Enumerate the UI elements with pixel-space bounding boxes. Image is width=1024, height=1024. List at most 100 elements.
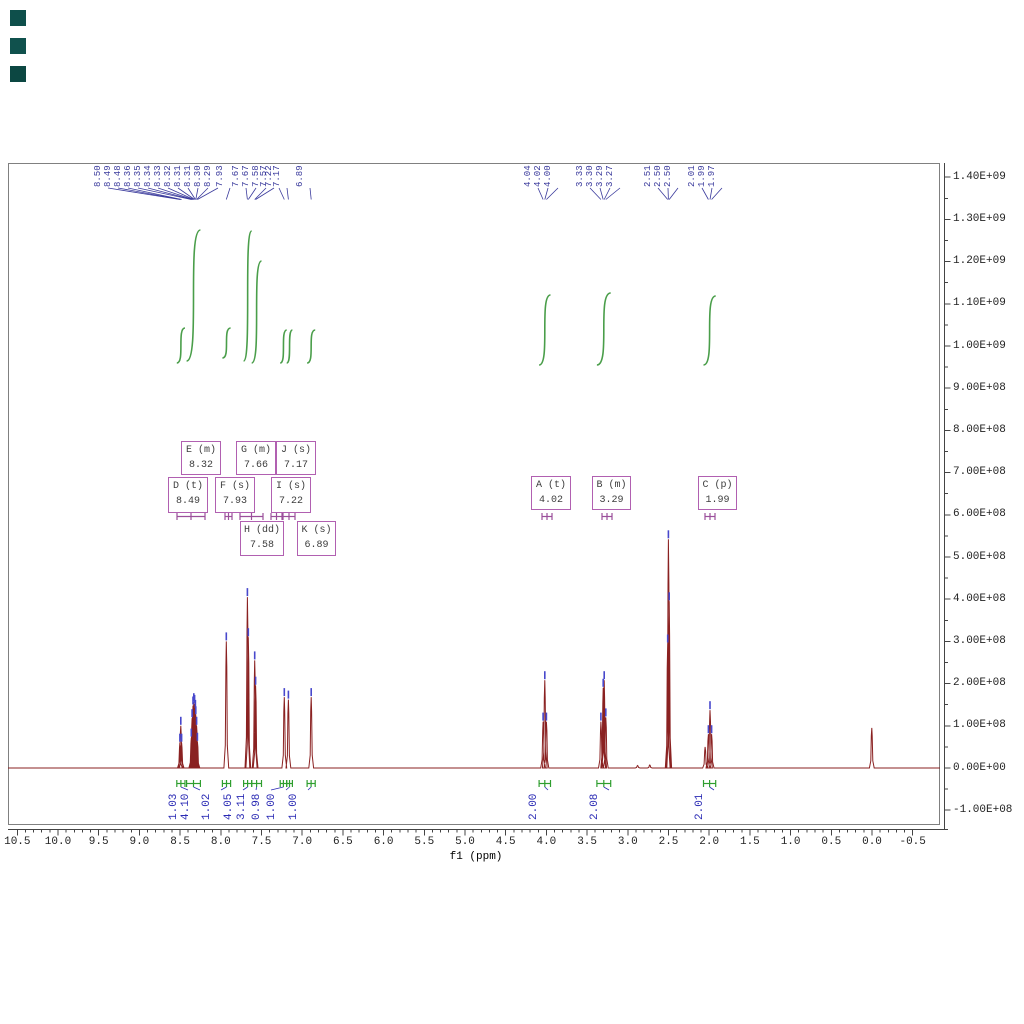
assignment-box: B (m) 3.29 — [592, 476, 631, 510]
peak-shift-label: 8.30 — [193, 165, 203, 187]
peak-shift-label: 4.04 — [523, 165, 533, 187]
x-axis-tick-label: 10.5 — [4, 836, 31, 848]
integral-value-label: 1.02 — [201, 793, 213, 820]
x-axis-tick-label: 6.0 — [373, 836, 394, 848]
peak-shift-label: 8.32 — [163, 165, 173, 187]
assignment-box: J (s) 7.17 — [276, 441, 316, 475]
integral-value-label: 0.98 — [251, 793, 263, 820]
assignment-label: D (t) — [172, 481, 203, 492]
x-axis-tick-label: 6.5 — [332, 836, 353, 848]
assignment-shift: 1.99 — [705, 494, 730, 506]
assignment-box: D (t) 8.49 — [168, 477, 208, 513]
nmr-plot-canvas — [8, 163, 951, 836]
y-axis-tick-label: -1.00E+08 — [953, 803, 1013, 816]
x-axis-tick-label: 2.0 — [699, 836, 720, 848]
peak-shift-label: 6.89 — [295, 165, 305, 187]
x-axis-tick-label: 1.0 — [780, 836, 801, 848]
peak-shift-label: 8.35 — [133, 165, 143, 187]
integral-curves — [176, 229, 717, 366]
y-axis-tick-label: 1.00E+09 — [953, 339, 1006, 352]
peak-shift-label: 8.34 — [143, 165, 153, 187]
peak-shift-label: 2.01 — [687, 165, 697, 187]
peak-shift-label: 3.27 — [605, 165, 615, 187]
y-axis-tick-label: 8.00E+08 — [953, 423, 1006, 436]
peak-shift-label: 3.33 — [575, 165, 585, 187]
assignment-label: F (s) — [219, 481, 250, 492]
y-axis-tick-label: 0.00E+00 — [953, 761, 1006, 774]
assignment-shift: 6.89 — [304, 539, 329, 551]
peak-pick-markers — [179, 530, 713, 742]
x-axis-tick-label: 9.0 — [129, 836, 150, 848]
plot-frame — [8, 163, 948, 830]
peak-shift-label: 1.99 — [697, 165, 707, 187]
peak-shift-label: 7.93 — [215, 165, 225, 187]
y-axis-tick-label: 1.30E+09 — [953, 212, 1006, 225]
assignment-label: I (s) — [275, 481, 306, 492]
x-axis-tick-label: 7.0 — [292, 836, 313, 848]
x-axis-tick-label: 0.5 — [821, 836, 842, 848]
peak-shift-label: 2.50 — [663, 165, 673, 187]
x-axis-tick-label: 2.5 — [658, 836, 679, 848]
peak-shift-label: 7.17 — [272, 165, 282, 187]
integral-value-label: 2.08 — [589, 793, 601, 820]
assignment-label: H (dd) — [243, 525, 280, 536]
x-axis-tick-label: 10.0 — [44, 836, 72, 848]
peak-shift-label: 2.50 — [653, 165, 663, 187]
assignment-label: C (p) — [702, 480, 733, 491]
assignment-box: C (p) 1.99 — [698, 476, 737, 510]
assignment-shift: 7.66 — [243, 459, 268, 471]
assignment-shift: 7.22 — [278, 495, 303, 507]
spectrum-trace — [8, 539, 940, 769]
x-axis-tick-label: 5.5 — [414, 836, 435, 848]
peak-shift-label: 8.36 — [123, 165, 133, 187]
x-axis-tick-label: 7.5 — [251, 836, 272, 848]
x-axis-title: f1 (ppm) — [449, 851, 503, 863]
integral-brackets — [176, 780, 717, 791]
corner-marker — [10, 38, 26, 54]
x-axis-tick-label: 4.5 — [495, 836, 516, 848]
assignment-shift: 7.17 — [283, 459, 308, 471]
y-axis-tick-label: 4.00E+08 — [953, 592, 1006, 605]
integral-value-label: 1.03 — [168, 793, 180, 820]
peak-shift-label: 2.51 — [643, 165, 653, 187]
peak-shift-label: 3.30 — [585, 165, 595, 187]
integral-value-label: 2.00 — [528, 793, 540, 820]
x-axis-tick-label: 9.5 — [88, 836, 109, 848]
x-axis-tick-label: 0.0 — [862, 836, 882, 848]
assignment-box: E (m) 8.32 — [181, 441, 221, 475]
y-axis-tick-label: 6.00E+08 — [953, 508, 1006, 521]
integral-value-label: 4.05 — [223, 793, 235, 820]
assignment-shift: 8.49 — [175, 495, 200, 507]
assignment-label: E (m) — [185, 445, 216, 456]
x-axis-tick-label: 8.0 — [210, 836, 231, 848]
x-axis-tick-label: 3.0 — [617, 836, 638, 848]
y-axis-tick-label: 1.40E+09 — [953, 170, 1006, 183]
peak-shift-label: 8.29 — [203, 165, 213, 187]
x-axis-tick-label: 5.0 — [455, 836, 475, 848]
peak-shift-label: 8.31 — [173, 165, 183, 187]
y-axis-tick-label: 2.00E+08 — [953, 677, 1006, 690]
axis-ticks — [16, 176, 951, 836]
y-axis-tick-label: 1.00E+08 — [953, 719, 1006, 732]
integral-value-label: 1.00 — [288, 793, 300, 820]
integral-value-label: 3.11 — [236, 793, 248, 820]
assignment-label: G (m) — [240, 445, 271, 456]
y-axis-tick-label: 1.10E+09 — [953, 297, 1006, 310]
assignment-box: I (s) 7.22 — [271, 477, 311, 513]
assignment-box: K (s) 6.89 — [297, 521, 336, 556]
peak-shift-label: 4.02 — [533, 165, 543, 187]
y-axis-tick-label: 9.00E+08 — [953, 381, 1006, 394]
x-axis-tick-label: 3.5 — [577, 836, 597, 848]
assignment-shift: 7.93 — [222, 495, 247, 507]
assignment-shift: 7.58 — [249, 539, 274, 551]
assignment-shift: 3.29 — [599, 494, 624, 506]
peak-shift-label: 7.67 — [241, 165, 251, 187]
x-axis-tick-label: -0.5 — [899, 836, 926, 848]
assignment-box: A (t) 4.02 — [531, 476, 571, 510]
assignment-label: B (m) — [596, 480, 627, 491]
peak-shift-label: 8.31 — [183, 165, 193, 187]
y-axis-tick-label: 7.00E+08 — [953, 466, 1006, 479]
integral-value-label: 4.10 — [180, 793, 192, 820]
peak-shift-label: 4.00 — [543, 165, 553, 187]
